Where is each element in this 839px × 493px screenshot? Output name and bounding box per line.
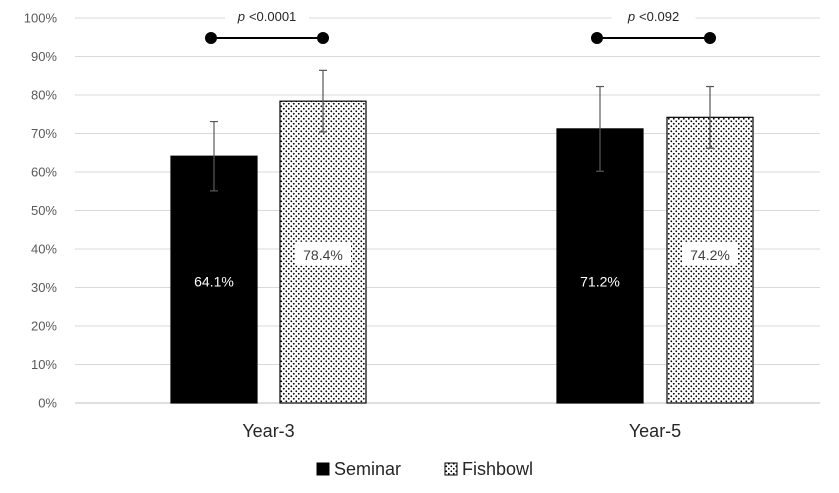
y-tick-label: 70% [31, 126, 57, 141]
x-tick-label: Year-5 [629, 421, 681, 441]
y-tick-label: 0% [38, 396, 57, 411]
y-tick-label: 10% [31, 357, 57, 372]
legend-label-seminar: Seminar [334, 459, 401, 479]
error-bars [210, 69, 714, 192]
annotation-bg [611, 6, 696, 24]
significance-dot [704, 32, 716, 44]
p-value-label: p <0.0001 [237, 9, 297, 24]
significance-dot [317, 32, 329, 44]
x-tick-label: Year-3 [242, 421, 294, 441]
p-value-label: p <0.092 [627, 9, 679, 24]
data-label: 74.2% [690, 247, 730, 263]
data-label: 64.1% [194, 274, 234, 290]
x-axis: Year-3 Year-5 [242, 421, 681, 441]
y-tick-label: 60% [31, 165, 57, 180]
significance-dot [591, 32, 603, 44]
y-tick-label: 90% [31, 49, 57, 64]
y-tick-label: 30% [31, 280, 57, 295]
bar-seminar [556, 128, 644, 404]
y-tick-label: 50% [31, 203, 57, 218]
y-tick-label: 40% [31, 242, 57, 257]
data-label-box [295, 241, 351, 266]
p-symbol: p [237, 9, 245, 24]
data-label-box [682, 241, 738, 266]
bar-seminar [170, 155, 258, 404]
legend: Seminar Fishbowl [316, 459, 533, 479]
p-symbol: p [627, 9, 635, 24]
p-value: <0.0001 [249, 9, 296, 24]
significance-annotations: p <0.0001 p <0.092 [205, 6, 716, 44]
legend-label-fishbowl: Fishbowl [462, 459, 533, 479]
legend-swatch-fishbowl [444, 462, 458, 476]
p-value: <0.092 [639, 9, 679, 24]
data-label: 78.4% [303, 247, 343, 263]
data-label: 71.2% [580, 274, 620, 290]
data-labels: 64.1% 78.4% 71.2% 74.2% [194, 241, 738, 290]
y-tick-label: 20% [31, 319, 57, 334]
bars [170, 100, 754, 404]
significance-dot [205, 32, 217, 44]
y-tick-label: 80% [31, 88, 57, 103]
annotation-bg [225, 6, 309, 24]
y-axis: 0% 10% 20% 30% 40% 50% 60% 70% 80% 90% 100% [24, 11, 58, 411]
legend-swatch-seminar [316, 462, 330, 476]
y-tick-label: 100% [24, 11, 58, 26]
